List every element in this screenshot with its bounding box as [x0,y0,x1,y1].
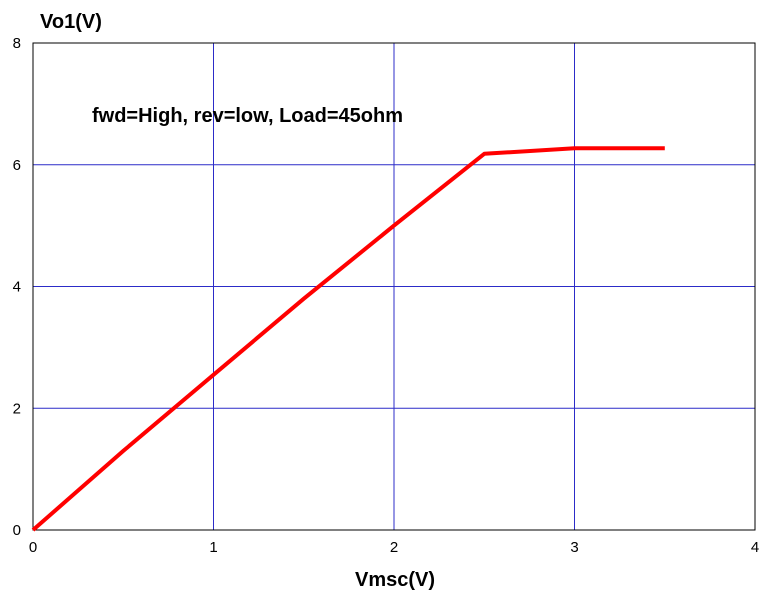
chart-annotation: fwd=High, rev=low, Load=45ohm [92,105,403,127]
x-axis-title: Vmsc(V) [355,569,435,591]
x-tick-label: 0 [29,539,37,556]
x-tick-label: 4 [751,539,759,556]
tick-labels: 0 1 2 3 4 0 2 4 6 8 [13,35,759,556]
plot-frame [32,42,756,531]
y-tick-label: 4 [13,279,21,296]
y-axis-title: Vo1(V) [40,11,102,33]
series-line [31,146,665,532]
x-tick-label: 3 [570,539,578,556]
x-tick-label: 2 [390,539,398,556]
y-tick-label: 8 [13,35,21,52]
series-group [31,146,665,532]
y-tick-label: 6 [13,157,21,174]
x-tick-label: 1 [209,539,217,556]
y-tick-label: 2 [13,400,21,417]
y-tick-label: 0 [13,522,21,539]
grid-lines [33,43,755,530]
